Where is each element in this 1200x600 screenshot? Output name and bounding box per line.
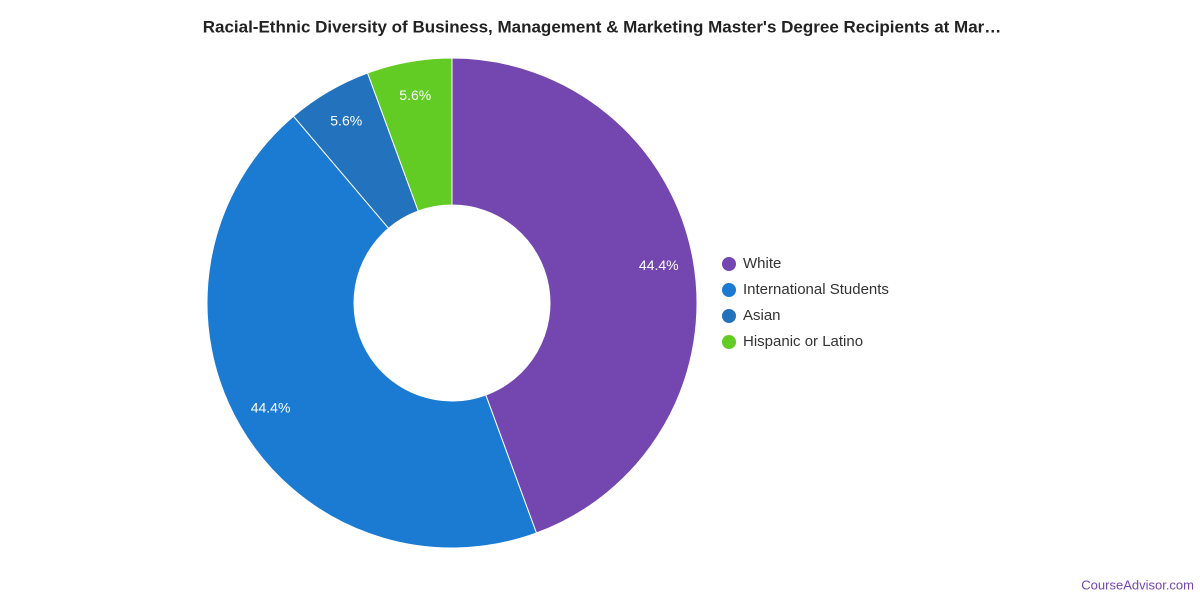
- source: CourseAdvisor.com: [1081, 577, 1194, 592]
- legend-label: Asian: [743, 307, 781, 324]
- slice: [366, 57, 453, 212]
- legend-swatch: [722, 309, 736, 323]
- slice: [451, 57, 698, 534]
- legend-swatch: [722, 335, 736, 349]
- slice-label: 5.6%: [399, 87, 431, 103]
- legend-label: International Students: [743, 281, 889, 298]
- slice-label: 44.4%: [251, 399, 291, 415]
- legend-swatch: [722, 257, 736, 271]
- chart-title: Racial-Ethnic Diversity of Business, Man…: [203, 17, 1002, 36]
- legend-label: Hispanic or Latino: [743, 333, 863, 350]
- slice-label: 44.4%: [639, 257, 679, 273]
- slice: [206, 115, 538, 549]
- legend-swatch: [722, 283, 736, 297]
- slice-label: 5.6%: [330, 112, 362, 128]
- legend-label: White: [743, 255, 781, 272]
